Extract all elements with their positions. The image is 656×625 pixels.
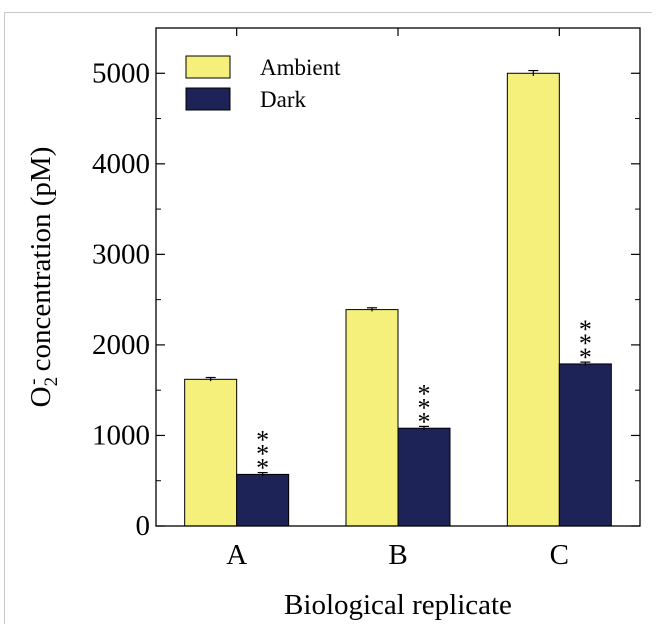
y-tick-label: 2000	[92, 329, 150, 361]
svg-text:*: *	[256, 440, 269, 469]
legend-label-ambient: Ambient	[260, 55, 341, 80]
x-tick-label-a: A	[226, 539, 247, 571]
error-bar-ambient-b	[367, 307, 377, 312]
y-axis-label: O2- concentration (pM)	[23, 147, 62, 408]
bar-dark-b	[397, 427, 451, 527]
significance-layer: *********	[256, 315, 592, 482]
svg-text:*: *	[579, 343, 592, 372]
error-bar-dark-b	[419, 425, 429, 431]
error-bar-ambient-c	[528, 69, 539, 76]
svg-text:*: *	[579, 329, 592, 358]
bars-layer	[184, 72, 612, 527]
y-tick-label: 3000	[92, 238, 150, 270]
y-axis-label-subscript: 2	[41, 377, 62, 387]
y-tick-label: 5000	[92, 57, 150, 89]
significance-marker-c: ***	[579, 315, 592, 372]
legend-label-dark: Dark	[260, 87, 306, 112]
bar-ambient-c	[506, 72, 560, 527]
y-tick-label: 4000	[92, 148, 150, 180]
svg-text:*: *	[256, 454, 269, 483]
bar-ambient-b	[345, 309, 399, 527]
svg-text:*: *	[579, 315, 592, 344]
svg-text:*: *	[418, 393, 431, 422]
legend: Ambient Dark	[185, 55, 341, 112]
axis-ticks-layer	[156, 28, 640, 527]
significance-marker-a: ***	[256, 426, 269, 483]
x-tick-label-c: C	[550, 539, 569, 571]
y-axis-label-base: O	[25, 386, 57, 407]
bar-dark-c	[558, 363, 612, 527]
error-bar-ambient-a	[205, 376, 216, 382]
error-bars-layer	[205, 69, 591, 477]
x-tick-label-b: B	[388, 539, 407, 571]
legend-swatch-ambient	[185, 55, 231, 79]
chart-frame	[4, 12, 652, 624]
y-axis-label-superscript: -	[23, 379, 44, 385]
y-axis-label-rest: concentration (pM)	[25, 147, 57, 379]
y-tick-label: 1000	[92, 419, 150, 451]
legend-swatch-dark	[185, 87, 231, 111]
x-tick-labels: A B C	[226, 539, 569, 571]
x-axis-label: Biological replicate	[284, 589, 512, 621]
error-bar-dark-c	[580, 361, 591, 366]
svg-text:*: *	[418, 379, 431, 408]
bar-ambient-a	[184, 378, 238, 527]
y-tick-label: 0	[136, 510, 151, 542]
significance-marker-b: ***	[418, 379, 431, 436]
svg-text:*: *	[418, 407, 431, 436]
y-tick-labels: 0 1000 2000 3000 4000 5000	[92, 57, 150, 542]
error-bar-dark-a	[257, 471, 268, 477]
svg-text:*: *	[256, 426, 269, 455]
